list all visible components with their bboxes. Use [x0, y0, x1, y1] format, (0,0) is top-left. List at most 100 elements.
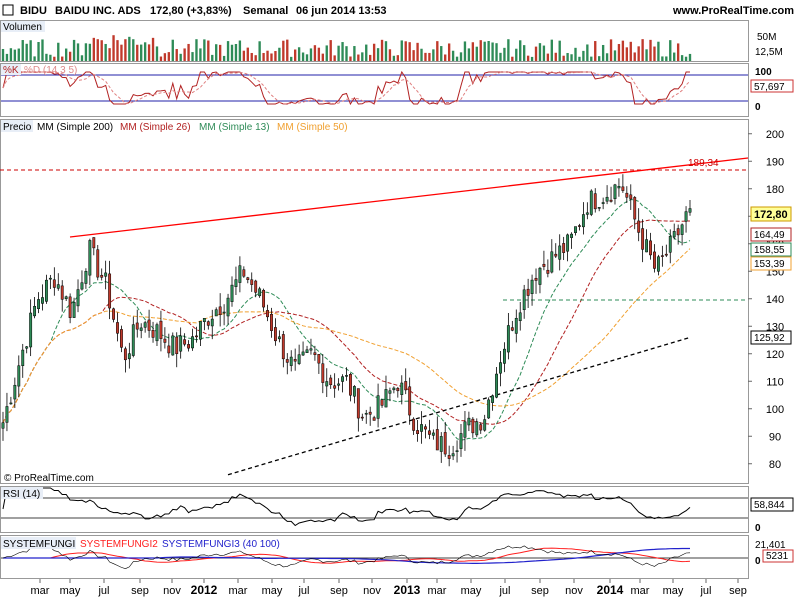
x-tick-label: 2014	[597, 583, 624, 597]
x-tick-label: sep	[531, 585, 549, 597]
candle	[84, 268, 88, 289]
volume-bar	[605, 53, 609, 61]
candle	[566, 233, 570, 262]
volume-bar	[13, 49, 17, 61]
volume-bar	[49, 54, 52, 61]
volume-bar	[203, 39, 206, 61]
volume-bar	[207, 40, 210, 61]
volume-bar	[136, 44, 139, 61]
volume-bar	[333, 55, 336, 61]
volume-bar	[522, 45, 526, 61]
volume-bar	[526, 55, 530, 61]
candle	[198, 321, 202, 346]
rsi-panel: RSI (14) 58,844 0	[1, 487, 794, 534]
volume-bar	[80, 55, 84, 61]
volume-bar	[25, 43, 28, 61]
volume-bar	[546, 53, 550, 61]
candle	[68, 293, 72, 324]
volume-bar	[171, 39, 174, 61]
candle	[487, 397, 491, 419]
rsi-label: RSI (14)	[3, 489, 40, 500]
volume-bar	[459, 52, 463, 61]
x-tick-label: may	[461, 585, 482, 597]
header-site[interactable]: www.ProRealTime.com	[672, 5, 794, 17]
candle	[305, 345, 309, 354]
candle	[424, 424, 427, 439]
x-tick-label: mar	[428, 585, 447, 597]
volume-bar	[503, 47, 506, 61]
volume-bar	[313, 45, 317, 61]
candle	[645, 229, 648, 253]
volume-bar	[365, 44, 368, 61]
price-panel: 8090100110120130140150160170180190200 18…	[0, 120, 792, 484]
candle	[246, 276, 250, 284]
volume-bar	[669, 40, 672, 61]
volume-bar	[416, 42, 419, 61]
candle	[514, 309, 518, 343]
candle	[593, 188, 597, 213]
x-tick-label: jul	[97, 585, 109, 597]
volume-bar	[376, 48, 380, 61]
candle	[202, 318, 206, 331]
volume-bar	[72, 39, 76, 61]
candle	[542, 250, 546, 271]
volume-bar	[199, 48, 202, 61]
volume-bar	[609, 39, 613, 61]
volume-bar	[163, 53, 167, 61]
candle	[684, 206, 688, 233]
candle	[625, 186, 629, 203]
candle	[416, 420, 419, 442]
legend-ma50: MM (Simple 50)	[277, 122, 348, 133]
x-tick-label: mar	[229, 585, 248, 597]
volume-bar	[601, 44, 605, 61]
candle	[483, 414, 487, 432]
candle	[262, 288, 266, 312]
volume-bar	[96, 39, 99, 61]
volume-bar	[238, 40, 242, 61]
candle	[293, 348, 297, 371]
candle	[41, 284, 44, 311]
volume-bar	[242, 50, 246, 61]
volume-bar	[321, 53, 324, 61]
y-tick-label: 80	[769, 459, 781, 471]
candle	[116, 312, 119, 342]
candle	[64, 295, 68, 302]
volume-bar	[167, 52, 171, 61]
volume-bar	[88, 43, 92, 61]
volume-bar	[641, 39, 644, 61]
candle	[218, 293, 222, 327]
volume-bar	[633, 52, 636, 61]
candle	[195, 326, 198, 343]
volume-bar	[684, 56, 688, 61]
candle	[329, 374, 333, 389]
volume-bar	[594, 41, 597, 61]
volume-bar	[554, 52, 557, 61]
candle	[581, 202, 585, 235]
tag-ma13: 158,55	[754, 245, 785, 256]
volume-bar	[286, 39, 289, 61]
volume-bar	[511, 56, 514, 61]
candle	[159, 310, 163, 352]
volume-bar	[187, 43, 190, 61]
volume-bar	[29, 40, 32, 61]
volume-label: Volumen	[3, 22, 42, 33]
candle	[45, 274, 48, 304]
ma26-line	[2, 219, 691, 425]
volume-bar	[33, 56, 36, 61]
candle	[274, 318, 277, 346]
candle	[349, 373, 352, 402]
volume-bar	[680, 55, 684, 61]
x-tick-label: nov	[565, 585, 583, 597]
candle	[447, 445, 451, 467]
candle	[234, 266, 238, 295]
candle	[80, 270, 84, 291]
candle	[52, 267, 56, 296]
header-price-change: 172,80 (+3,83%)	[150, 5, 232, 17]
candle	[250, 272, 254, 292]
candle	[392, 386, 396, 394]
candle	[360, 413, 364, 421]
volume-bar	[282, 40, 285, 61]
candle	[451, 445, 455, 461]
volume-bar	[104, 43, 107, 61]
volume-bar	[151, 37, 155, 61]
